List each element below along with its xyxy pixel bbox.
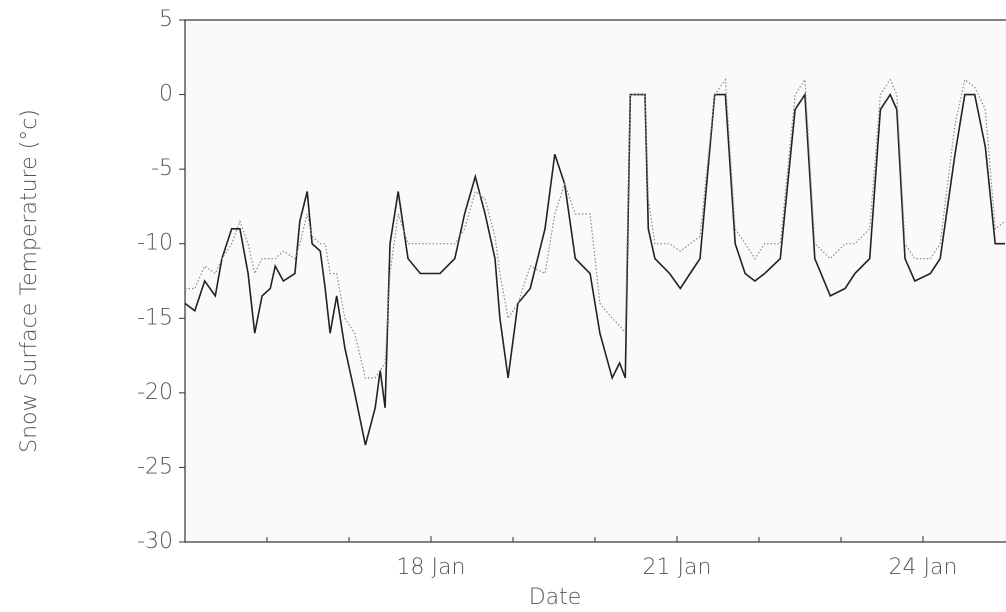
y-tick-label: -30 — [137, 529, 173, 554]
y-tick-label: 0 — [159, 82, 173, 107]
x-tick-label: 18 Jan — [397, 555, 466, 580]
y-tick-label: -20 — [137, 380, 173, 405]
x-tick-label: 21 Jan — [643, 555, 712, 580]
y-tick-label: -5 — [151, 156, 173, 181]
y-tick-label: -25 — [137, 454, 173, 479]
y-tick-label: -10 — [137, 231, 173, 256]
x-tick-label: 24 Jan — [889, 555, 958, 580]
y-tick-label: 5 — [159, 7, 173, 32]
y-axis-title: Snow Surface Temperature (°c) — [17, 109, 42, 453]
x-axis-title: Date — [529, 585, 582, 610]
y-tick-label: -15 — [137, 305, 173, 330]
data-line — [185, 77, 1006, 379]
plot-frame — [184, 19, 1006, 543]
data-line — [184, 92, 1005, 446]
